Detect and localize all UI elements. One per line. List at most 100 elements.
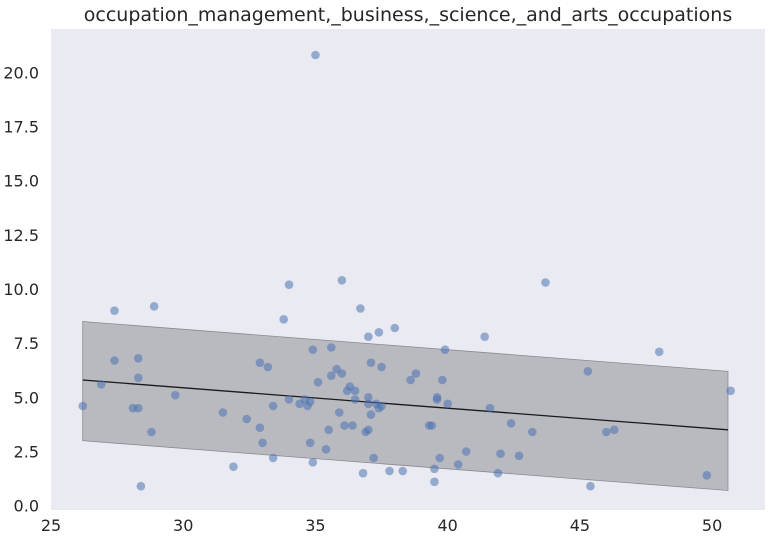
data-point bbox=[364, 399, 373, 409]
data-point bbox=[308, 345, 318, 354]
x-tick-label: 45 bbox=[570, 516, 590, 535]
y-tick-label: 17.5 bbox=[3, 118, 39, 137]
y-tick-label: 0.0 bbox=[14, 497, 39, 516]
data-point bbox=[586, 481, 595, 491]
data-point bbox=[308, 458, 318, 467]
data-point bbox=[443, 399, 452, 409]
data-point bbox=[263, 362, 273, 372]
y-tick-label: 12.5 bbox=[3, 226, 39, 245]
data-point bbox=[385, 466, 394, 476]
data-point bbox=[514, 451, 524, 461]
data-point bbox=[313, 377, 323, 387]
y-tick-label: 7.5 bbox=[14, 334, 39, 353]
data-point bbox=[170, 390, 180, 400]
data-point bbox=[726, 386, 735, 396]
data-point bbox=[255, 358, 265, 367]
data-point bbox=[327, 371, 336, 380]
data-point bbox=[654, 347, 664, 357]
data-point bbox=[350, 395, 360, 404]
data-point bbox=[334, 408, 344, 417]
data-point bbox=[364, 393, 373, 402]
data-point bbox=[149, 302, 159, 311]
data-point bbox=[258, 438, 267, 448]
data-point bbox=[305, 438, 315, 448]
data-point bbox=[348, 421, 357, 430]
confidence-band-layer bbox=[82, 321, 729, 491]
data-point bbox=[279, 315, 289, 324]
data-point bbox=[327, 343, 336, 352]
data-point bbox=[229, 462, 238, 471]
data-point bbox=[480, 332, 489, 341]
data-point bbox=[440, 345, 450, 354]
trend-line-layer bbox=[82, 379, 729, 431]
data-point bbox=[602, 427, 611, 437]
data-point bbox=[377, 401, 386, 411]
data-point bbox=[390, 323, 400, 333]
y-tick-label: 2.5 bbox=[14, 443, 39, 462]
data-point bbox=[541, 278, 550, 287]
data-point bbox=[369, 453, 378, 463]
data-point bbox=[133, 373, 143, 383]
data-point bbox=[133, 354, 143, 363]
data-point bbox=[366, 410, 376, 419]
data-point bbox=[609, 425, 619, 435]
data-point bbox=[506, 419, 516, 428]
data-point bbox=[406, 375, 415, 385]
data-point bbox=[78, 401, 88, 411]
data-point bbox=[96, 380, 106, 389]
x-axis: 25 30 35 40 45 50 bbox=[41, 516, 722, 535]
data-point bbox=[242, 414, 251, 424]
data-point bbox=[284, 395, 294, 404]
data-point bbox=[411, 369, 421, 378]
data-point bbox=[324, 425, 333, 435]
data-point bbox=[356, 304, 365, 313]
data-point bbox=[493, 468, 503, 478]
data-point bbox=[337, 276, 347, 285]
x-tick-label: 35 bbox=[305, 516, 325, 535]
y-tick-label: 10.0 bbox=[3, 280, 39, 299]
data-point bbox=[337, 369, 347, 378]
data-point bbox=[147, 427, 156, 437]
y-axis: 0.0 2.5 5.0 7.5 10.0 12.5 15.0 17.5 20.0 bbox=[3, 63, 39, 515]
chart-title: occupation_management,_business,_science… bbox=[84, 4, 732, 26]
data-point bbox=[133, 403, 143, 413]
data-point bbox=[255, 423, 265, 432]
confidence-band bbox=[82, 321, 729, 491]
data-point bbox=[284, 280, 294, 289]
y-tick-label: 20.0 bbox=[3, 63, 39, 82]
x-tick-label: 40 bbox=[437, 516, 457, 535]
data-point bbox=[453, 460, 463, 469]
data-point bbox=[218, 408, 228, 417]
x-tick-label: 50 bbox=[702, 516, 722, 535]
data-point bbox=[366, 358, 376, 367]
data-point bbox=[427, 421, 437, 430]
data-point bbox=[364, 425, 373, 435]
data-point bbox=[438, 375, 447, 385]
data-points-layer bbox=[78, 50, 735, 491]
data-point bbox=[435, 453, 445, 463]
data-point bbox=[430, 464, 439, 474]
data-point bbox=[110, 306, 119, 315]
data-point bbox=[496, 449, 505, 458]
data-point bbox=[374, 328, 384, 337]
data-point bbox=[430, 477, 439, 487]
data-point bbox=[340, 421, 349, 430]
data-point bbox=[110, 356, 119, 365]
data-point bbox=[485, 403, 495, 413]
data-point bbox=[377, 362, 386, 372]
data-point bbox=[268, 453, 278, 463]
data-point bbox=[350, 386, 360, 396]
data-point bbox=[358, 468, 368, 478]
y-tick-label: 5.0 bbox=[14, 388, 39, 407]
y-tick-label: 15.0 bbox=[3, 172, 39, 191]
trend-line bbox=[82, 379, 729, 431]
data-point bbox=[527, 427, 537, 437]
data-point bbox=[305, 397, 315, 406]
data-point bbox=[268, 401, 278, 411]
data-point bbox=[311, 50, 320, 60]
data-point bbox=[136, 481, 146, 491]
data-point bbox=[398, 466, 408, 476]
data-point bbox=[461, 447, 471, 456]
x-tick-label: 25 bbox=[41, 516, 61, 535]
